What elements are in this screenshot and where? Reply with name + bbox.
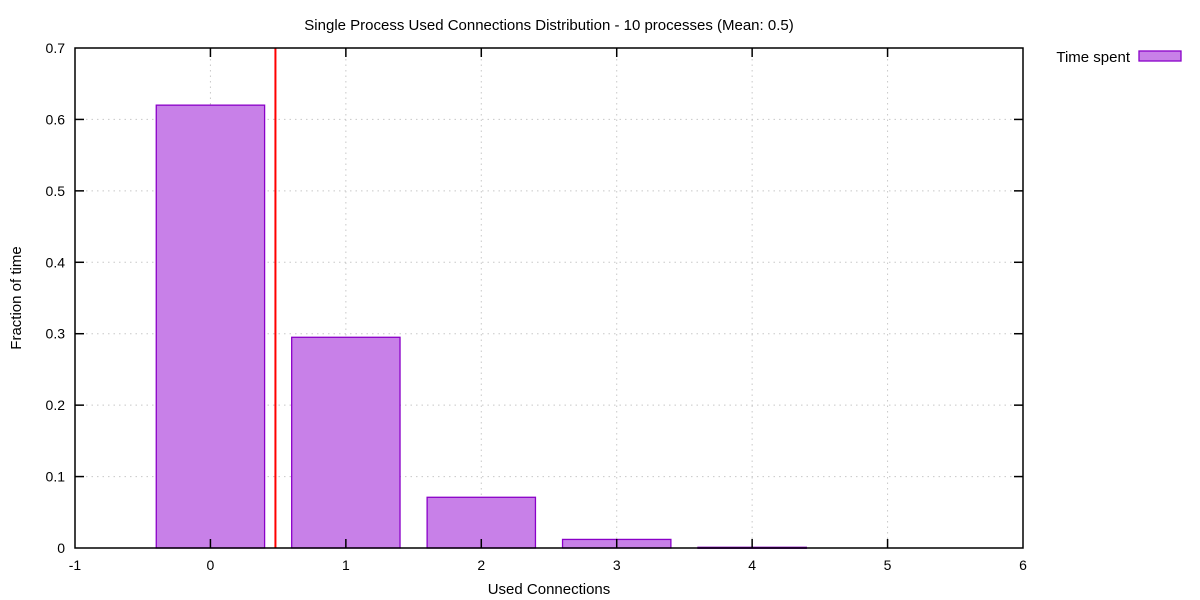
x-tick-label: 6 — [1019, 557, 1027, 573]
y-tick-label: 0 — [57, 540, 65, 556]
bar-series-time-spent — [155, 104, 807, 549]
y-tick-label: 0.5 — [46, 183, 66, 199]
x-tick-label: 2 — [477, 557, 485, 573]
y-tick-label: 0.4 — [46, 254, 66, 270]
x-tick-label: 4 — [748, 557, 756, 573]
y-tick-label: 0.7 — [46, 40, 66, 56]
x-tick-label: 0 — [207, 557, 215, 573]
x-tick-label: 5 — [884, 557, 892, 573]
legend-label-time-spent: Time spent — [1056, 49, 1130, 66]
bar-1 — [291, 336, 401, 549]
x-axis-tick-labels: -1 0 1 2 3 4 5 6 — [69, 557, 1027, 573]
y-tick-label: 0.3 — [46, 326, 66, 342]
x-axis-label: Used Connections — [488, 581, 611, 598]
y-axis-label: Fraction of time — [8, 246, 25, 349]
axis-ticks — [75, 48, 1023, 548]
y-tick-label: 0.6 — [46, 111, 66, 127]
legend: Time spent — [1056, 49, 1182, 66]
plot-frame — [74, 47, 1024, 549]
y-tick-label: 0.1 — [46, 469, 66, 485]
legend-swatch-icon — [1138, 50, 1182, 62]
x-tick-label: 3 — [613, 557, 621, 573]
y-axis-tick-labels: 0 0.1 0.2 0.3 0.4 0.5 0.6 0.7 — [46, 40, 66, 556]
y-tick-label: 0.2 — [46, 397, 66, 413]
x-tick-label: 1 — [342, 557, 350, 573]
chart-title: Single Process Used Connections Distribu… — [304, 17, 793, 34]
bar-0 — [155, 104, 266, 549]
x-tick-label: -1 — [69, 557, 82, 573]
